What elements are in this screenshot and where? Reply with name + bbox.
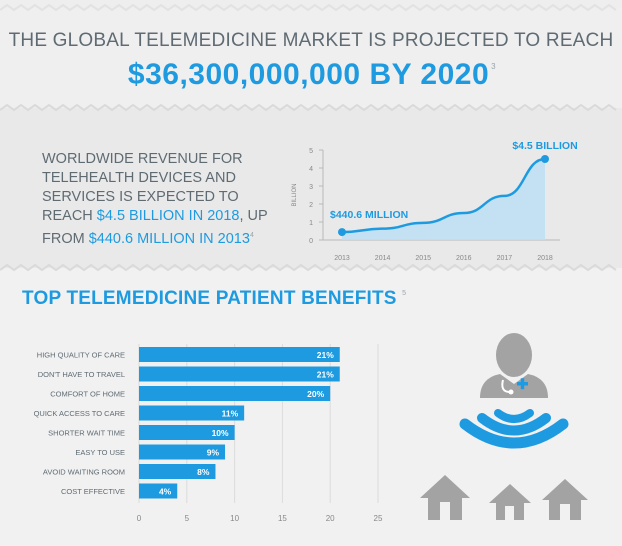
- y-tick-label: 5: [309, 148, 313, 155]
- bar: [139, 366, 340, 382]
- x-tick-label: 5: [185, 514, 190, 523]
- zigzag-divider-bottom: [0, 264, 617, 272]
- data-label: $4.5 BILLION: [512, 140, 577, 152]
- hero-footnote: 3: [491, 62, 497, 71]
- category-label: QUICK ACCESS TO CARE: [34, 409, 125, 418]
- x-tick-label: 2013: [334, 255, 350, 262]
- bar: [139, 405, 245, 421]
- data-label: $440.6 MILLION: [330, 209, 408, 221]
- x-tick-label: 20: [326, 514, 335, 523]
- revenue-text-a: WORLDWIDE REVENUE FOR TELEHEALTH DEVICES…: [42, 151, 243, 224]
- x-tick-label: 2015: [415, 255, 431, 262]
- benefits-title: TOP TELEMEDICINE PATIENT BENEFITS 5: [22, 288, 406, 310]
- house-icon: [489, 484, 531, 520]
- bar-value-label: 11%: [222, 409, 239, 419]
- data-point: [541, 155, 549, 163]
- bar-value-label: 4%: [159, 487, 172, 497]
- hero-amount: $36,300,000,000 BY 2020: [127, 58, 490, 91]
- category-label: DON'T HAVE TO TRAVEL: [38, 370, 125, 379]
- x-tick-label: 2017: [497, 255, 513, 262]
- x-tick-label: 25: [374, 514, 383, 523]
- category-label: SHORTER WAIT TIME: [48, 429, 125, 438]
- house-icon: [542, 479, 588, 520]
- bar-value-label: 8%: [197, 467, 210, 477]
- revenue-footnote: 4: [249, 232, 254, 239]
- house-icon: [420, 475, 470, 520]
- bar: [139, 464, 216, 479]
- category-label: AVOID WAITING ROOM: [43, 468, 125, 477]
- y-tick-label: 3: [309, 184, 313, 191]
- y-tick-label: 4: [309, 166, 313, 173]
- y-tick-label: 1: [309, 220, 313, 227]
- bar: [139, 483, 178, 499]
- revenue-series-line: [341, 157, 546, 234]
- bar: [139, 386, 331, 401]
- y-axis-label: BILLION: [292, 183, 298, 206]
- benefits-title-text: TOP TELEMEDICINE PATIENT BENEFITS: [22, 288, 397, 309]
- bar: [139, 425, 235, 440]
- bar: [139, 444, 226, 460]
- bar-value-label: 21%: [317, 350, 334, 360]
- data-point: [338, 228, 346, 237]
- benefits-footnote: 5: [402, 290, 407, 297]
- doctor-icon: [480, 333, 548, 398]
- x-tick-label: 2016: [456, 255, 472, 262]
- x-tick-label: 2014: [375, 255, 391, 262]
- x-tick-label: 15: [278, 514, 287, 523]
- y-tick-label: 2: [309, 202, 313, 209]
- x-tick-label: 0: [137, 514, 142, 523]
- bar-value-label: 9%: [207, 448, 220, 458]
- category-label: COST EFFECTIVE: [61, 487, 125, 496]
- zigzag-divider-middle: [0, 104, 617, 112]
- x-tick-label: 10: [230, 514, 239, 523]
- bar: [139, 347, 340, 362]
- category-label: EASY TO USE: [75, 448, 125, 457]
- hero-section: [0, 8, 622, 108]
- top-strip: [0, 0, 622, 8]
- category-label: COMFORT OF HOME: [50, 390, 125, 399]
- hero-subtitle: THE GLOBAL TELEMEDICINE MARKET IS PROJEC…: [8, 30, 614, 51]
- revenue-text-b: , UP FROM: [42, 208, 268, 247]
- revenue-highlight-2018: $4.5 BILLION IN 2018: [96, 208, 240, 224]
- signal-waves-icon: [459, 409, 569, 449]
- bar-value-label: 21%: [317, 370, 334, 380]
- revenue-statement: WORLDWIDE REVENUE FOR TELEHEALTH DEVICES…: [42, 150, 272, 249]
- revenue-area-fill: [342, 159, 545, 240]
- x-tick-label: 2018: [537, 255, 553, 262]
- revenue-highlight-2013: $440.6 MILLION IN 2013: [88, 230, 250, 247]
- bar-value-label: 10%: [212, 428, 229, 438]
- y-tick-label: 0: [309, 238, 313, 245]
- bar-value-label: 20%: [307, 389, 324, 399]
- category-label: HIGH QUALITY OF CARE: [37, 351, 125, 360]
- medical-cross-icon: [517, 378, 528, 390]
- hero-headline: $36,300,000,000 BY 2020 3: [0, 58, 622, 92]
- zigzag-divider-top: [0, 4, 617, 12]
